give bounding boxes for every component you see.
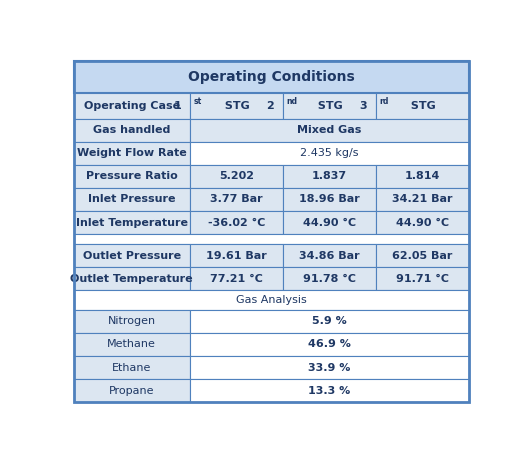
Text: Gas handled: Gas handled <box>93 125 170 135</box>
Bar <box>190 188 283 211</box>
Bar <box>283 267 376 290</box>
Text: -36.02 °C: -36.02 °C <box>208 218 265 228</box>
Bar <box>74 93 190 118</box>
Text: 34.21 Bar: 34.21 Bar <box>392 195 452 204</box>
Bar <box>74 234 469 244</box>
Text: STG: STG <box>314 101 342 111</box>
Bar <box>190 93 283 118</box>
Bar <box>190 118 469 142</box>
Bar <box>74 62 469 93</box>
Bar <box>190 142 469 165</box>
Text: nd: nd <box>286 97 297 106</box>
Text: 5.9 %: 5.9 % <box>312 316 347 326</box>
Text: 44.90 °C: 44.90 °C <box>303 218 356 228</box>
Text: Mixed Gas: Mixed Gas <box>297 125 362 135</box>
Bar <box>376 165 469 188</box>
Text: 2: 2 <box>267 101 274 111</box>
Text: st: st <box>193 97 202 106</box>
Text: 46.9 %: 46.9 % <box>308 339 351 349</box>
Bar <box>376 267 469 290</box>
Text: Methane: Methane <box>107 339 156 349</box>
Text: 5.202: 5.202 <box>219 171 254 181</box>
Text: Nitrogen: Nitrogen <box>108 316 156 326</box>
Text: Ethane: Ethane <box>112 363 151 373</box>
Bar <box>190 310 469 333</box>
Bar <box>283 188 376 211</box>
Text: 91.71 °C: 91.71 °C <box>396 274 449 284</box>
Bar <box>74 118 190 142</box>
Text: 91.78 °C: 91.78 °C <box>303 274 356 284</box>
Text: STG: STG <box>407 101 435 111</box>
Text: Pressure Ratio: Pressure Ratio <box>86 171 178 181</box>
Bar <box>190 379 469 402</box>
Text: Outlet Temperature: Outlet Temperature <box>70 274 193 284</box>
Text: 34.86 Bar: 34.86 Bar <box>299 251 360 261</box>
Text: 44.90 °C: 44.90 °C <box>396 218 449 228</box>
Bar <box>376 93 469 118</box>
Bar <box>283 93 376 118</box>
Bar <box>74 290 469 310</box>
Bar <box>74 379 190 402</box>
Text: 1.814: 1.814 <box>405 171 440 181</box>
Bar <box>74 356 190 379</box>
Bar <box>74 333 190 356</box>
Text: 62.05 Bar: 62.05 Bar <box>392 251 452 261</box>
Bar <box>190 244 283 267</box>
Text: 18.96 Bar: 18.96 Bar <box>299 195 360 204</box>
Bar <box>190 356 469 379</box>
Text: Inlet Temperature: Inlet Temperature <box>76 218 188 228</box>
Text: Inlet Pressure: Inlet Pressure <box>88 195 176 204</box>
Bar <box>190 333 469 356</box>
Text: Weight Flow Rate: Weight Flow Rate <box>77 148 187 158</box>
Bar <box>376 211 469 234</box>
Bar <box>74 142 190 165</box>
Bar <box>283 211 376 234</box>
Text: 1: 1 <box>174 101 181 111</box>
Text: Propane: Propane <box>109 386 154 396</box>
Text: 3: 3 <box>359 101 367 111</box>
Bar <box>283 244 376 267</box>
Bar <box>74 267 190 290</box>
Text: 2.435 kg/s: 2.435 kg/s <box>300 148 359 158</box>
Text: rd: rd <box>379 97 388 106</box>
Bar <box>74 165 190 188</box>
Bar <box>376 244 469 267</box>
Bar <box>74 244 190 267</box>
Text: 3.77 Bar: 3.77 Bar <box>210 195 263 204</box>
Text: Operating Case: Operating Case <box>84 101 180 111</box>
Bar <box>74 310 190 333</box>
Text: STG: STG <box>221 101 250 111</box>
Text: 1.837: 1.837 <box>312 171 347 181</box>
Text: 19.61 Bar: 19.61 Bar <box>206 251 267 261</box>
Bar <box>190 211 283 234</box>
Text: Operating Conditions: Operating Conditions <box>188 70 354 84</box>
Text: Outlet Pressure: Outlet Pressure <box>83 251 181 261</box>
Text: 33.9 %: 33.9 % <box>308 363 351 373</box>
Bar <box>74 188 190 211</box>
Text: 77.21 °C: 77.21 °C <box>210 274 263 284</box>
Bar <box>376 188 469 211</box>
Text: Gas Analysis: Gas Analysis <box>236 295 306 305</box>
Text: 13.3 %: 13.3 % <box>308 386 351 396</box>
Bar <box>74 211 190 234</box>
Bar <box>283 165 376 188</box>
Bar <box>190 165 283 188</box>
Bar <box>190 267 283 290</box>
